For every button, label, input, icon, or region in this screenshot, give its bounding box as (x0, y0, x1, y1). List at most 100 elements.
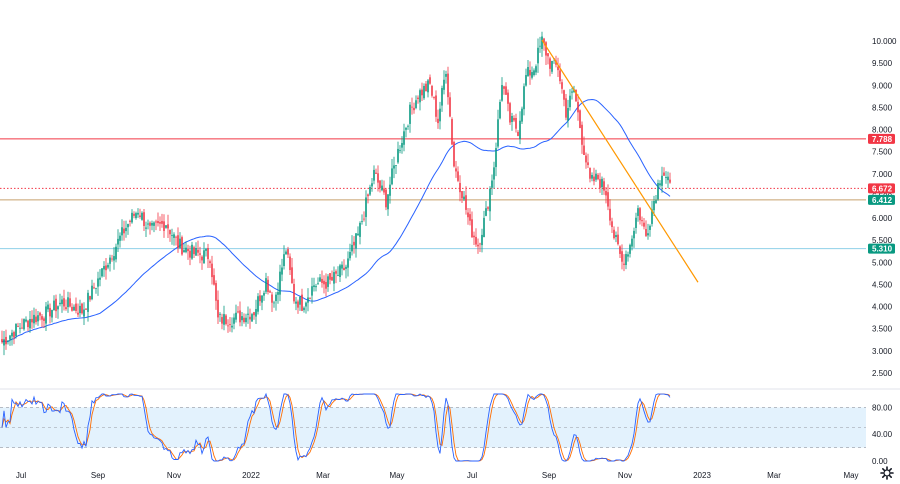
candle-body (371, 183, 373, 187)
candle-body (255, 309, 257, 317)
candle-body (515, 117, 517, 129)
candle-body (31, 318, 33, 323)
candle-body (593, 176, 595, 182)
candle-body (357, 233, 359, 236)
candle-body (611, 221, 613, 228)
time-tick-label: May (843, 471, 858, 480)
candle-body (471, 219, 473, 238)
candle-body (589, 167, 591, 179)
candle-body (261, 295, 263, 303)
candle-body (83, 309, 85, 317)
candle-body (419, 90, 421, 103)
candle-body (81, 303, 83, 314)
candle-body (63, 298, 65, 307)
candle-body (361, 221, 363, 223)
candle-body (567, 107, 569, 121)
candle-body (363, 218, 365, 220)
gear-icon[interactable] (880, 466, 894, 480)
candle-body (199, 253, 201, 255)
candle-body (367, 194, 369, 197)
candle-body (325, 281, 327, 289)
candle-body (379, 180, 381, 188)
price-tick-label: 4.000 (872, 303, 893, 312)
candle-body (447, 73, 449, 98)
candle-body (647, 233, 649, 236)
candle-body (351, 244, 353, 252)
candle-body (615, 235, 617, 238)
price-tick-label: 3.500 (872, 325, 893, 334)
candle-body (267, 279, 269, 292)
candle-body (399, 150, 401, 151)
time-axis[interactable]: Jul Sep Nov 2022 Mar May Jul Sep Nov 2023 Mar May (16, 471, 859, 480)
candle-body (633, 230, 635, 239)
candle-body (415, 100, 417, 108)
candle-body (577, 101, 579, 113)
candle-body (597, 174, 599, 180)
oscillator-band (0, 407, 866, 448)
candle-body (403, 131, 405, 145)
candle-body (123, 228, 125, 234)
candle-body (239, 310, 241, 323)
candle-body (155, 221, 157, 223)
candle-body (75, 303, 77, 311)
time-tick-label: Mar (316, 471, 330, 480)
candle-body (333, 272, 335, 284)
candle-body (189, 250, 191, 258)
candle-body (165, 225, 167, 228)
time-tick-label: 2022 (242, 471, 260, 480)
candle-body (13, 332, 15, 338)
oscillator-tick-label: 80.00 (872, 403, 893, 412)
candle-body (301, 294, 303, 311)
candle-body (355, 233, 357, 249)
candle-body (637, 208, 639, 216)
candle-body (193, 247, 195, 255)
candle-body (289, 256, 291, 271)
candle-body (263, 292, 265, 296)
candle-body (631, 238, 633, 247)
candle-body (651, 209, 653, 224)
oscillator-axis[interactable]: 80.00 40.00 0.00 (872, 403, 893, 466)
candle-body (463, 196, 465, 200)
candle-body (251, 314, 253, 322)
candle-body (457, 171, 459, 181)
candle-body (331, 276, 333, 281)
candle-body (99, 277, 101, 280)
candle-body (537, 47, 539, 64)
candle-body (375, 172, 377, 174)
candle-body (359, 222, 361, 237)
candle-body (241, 316, 243, 321)
candle-body (571, 91, 573, 93)
moving-average-line (1, 98, 671, 343)
candle-body (575, 89, 577, 102)
trendline[interactable] (541, 39, 699, 283)
main-pane-background (0, 0, 866, 388)
candle-body (55, 298, 57, 312)
candle-body (365, 197, 367, 218)
candle-body (219, 313, 221, 315)
candle-body (101, 268, 103, 277)
time-tick-label: Jul (16, 471, 26, 480)
candle-body (3, 339, 5, 346)
candle-body (665, 177, 667, 179)
candle-body (587, 162, 589, 166)
candle-body (525, 75, 527, 86)
candle-body (561, 82, 563, 89)
candle-body (401, 143, 403, 148)
candle-body (437, 118, 439, 124)
price-axis[interactable]: 10.0009.5009.0008.5008.0007.5007.0006.50… (872, 37, 897, 378)
candle-body (659, 183, 661, 186)
time-tick-label: Jul (467, 471, 477, 480)
candle-body (233, 317, 235, 324)
candle-body (339, 265, 341, 277)
candle-body (215, 283, 217, 301)
candle-body (613, 229, 615, 239)
candle-body (649, 225, 651, 230)
candle-body (483, 217, 485, 238)
candle-body (111, 258, 113, 260)
oscillator-tick-label: 40.00 (872, 430, 893, 439)
oscillator-d-line (1, 393, 671, 462)
candle-body (223, 314, 225, 325)
candle-body (395, 165, 397, 166)
candle-body (105, 265, 107, 271)
